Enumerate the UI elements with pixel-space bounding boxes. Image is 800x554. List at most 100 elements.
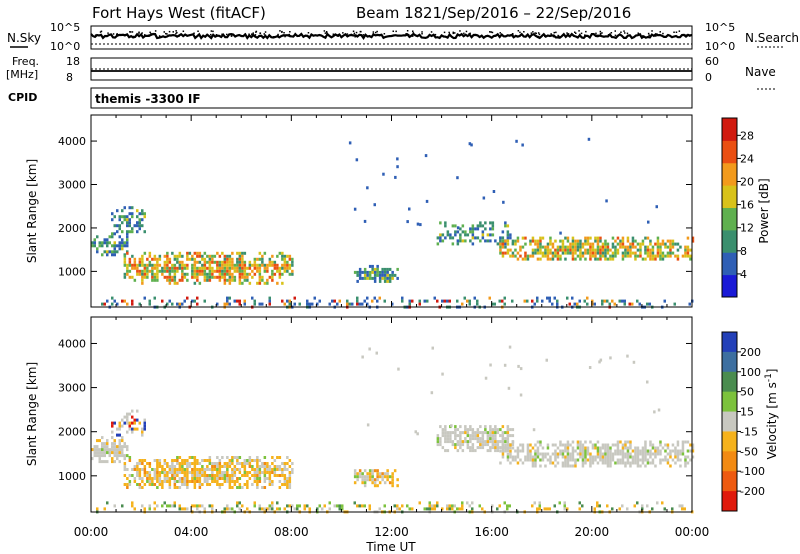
heatmap-cell (123, 474, 127, 477)
heatmap-cell (141, 224, 144, 228)
heatmap-cell (136, 266, 139, 270)
heatmap-cell (446, 440, 450, 444)
heatmap-cell (499, 242, 502, 246)
heatmap-cell (176, 468, 179, 471)
nsearch-point (323, 30, 326, 32)
heatmap-cell (283, 302, 286, 306)
heatmap-cell (128, 483, 132, 486)
heatmap-cell (216, 266, 219, 270)
heatmap-cell (664, 458, 667, 462)
heatmap-cell (243, 459, 247, 462)
heatmap-cell (471, 437, 475, 441)
nsearch-point (412, 32, 415, 34)
heatmap-cell (118, 247, 121, 251)
heatmap-cell (121, 244, 124, 248)
heatmap-cell (178, 486, 182, 489)
heatmap-cell (338, 504, 341, 508)
heatmap-cell (228, 278, 232, 282)
heatmap-cell (414, 430, 417, 434)
heatmap-cell (218, 269, 222, 273)
heatmap-cell (201, 471, 204, 474)
nsearch-point (254, 34, 257, 36)
heatmap-cell (636, 254, 640, 258)
heatmap-cell (158, 477, 162, 480)
heatmap-cell (584, 461, 587, 465)
heatmap-cell (646, 251, 650, 255)
heatmap-cell (459, 440, 462, 444)
heatmap-cell (136, 483, 139, 486)
heatmap-cell (629, 245, 632, 249)
heatmap-cell (499, 428, 502, 432)
heatmap-cell (373, 267, 377, 271)
heatmap-cell (661, 251, 665, 255)
heatmap-cell (621, 239, 625, 243)
heatmap-cell (646, 461, 650, 465)
heatmap-cell (126, 232, 129, 236)
heatmap-cell (378, 472, 382, 476)
heatmap-cell (173, 465, 177, 468)
heatmap-cell (551, 461, 555, 465)
heatmap-cell (471, 224, 475, 228)
heatmap-cell (96, 235, 99, 239)
heatmap-cell (494, 431, 497, 435)
heatmap-cell (684, 464, 687, 468)
heatmap-cell (241, 275, 244, 279)
heatmap-cell (531, 458, 535, 462)
heatmap-cell (136, 272, 139, 276)
heatmap-cell (123, 457, 126, 461)
heatmap-cell (564, 236, 567, 240)
heatmap-cell (386, 267, 389, 271)
y-tick-label: 2000 (58, 426, 86, 439)
heatmap-cell (631, 455, 635, 459)
heatmap-cell (163, 468, 167, 471)
heatmap-cell (619, 458, 622, 462)
heatmap-cell (286, 483, 289, 486)
heatmap-cell (584, 239, 587, 243)
heatmap-cell (186, 462, 189, 465)
heatmap-cell (226, 254, 229, 258)
heatmap-cell (376, 264, 379, 268)
heatmap-cell (556, 248, 560, 252)
nsearch-point (383, 33, 386, 35)
heatmap-cell (278, 480, 282, 483)
heatmap-cell (121, 221, 124, 225)
heatmap-cell (401, 504, 404, 508)
heatmap-cell (559, 245, 562, 249)
heatmap-cell (131, 421, 134, 425)
heatmap-cell (444, 431, 447, 435)
heatmap-cell (118, 439, 121, 443)
heatmap-cell (288, 480, 292, 483)
heatmap-cell (363, 270, 367, 274)
heatmap-cell (504, 251, 507, 255)
heatmap-cell (176, 260, 179, 264)
heatmap-cell (489, 227, 492, 231)
heatmap-cell (156, 272, 159, 276)
heatmap-cell (141, 260, 144, 264)
heatmap-cell (461, 507, 464, 511)
heatmap-cell (616, 452, 620, 456)
heatmap-cell (361, 276, 364, 280)
heatmap-cell (176, 486, 179, 489)
heatmap-cell (476, 236, 480, 240)
heatmap-cell (276, 254, 279, 258)
heatmap-cell (153, 275, 157, 279)
heatmap-cell (141, 486, 144, 489)
heatmap-cell (561, 449, 565, 453)
heatmap-cell (491, 434, 495, 438)
nsearch-point (355, 31, 358, 34)
heatmap-cell (428, 501, 431, 505)
heatmap-cell (464, 437, 467, 441)
heatmap-cell (536, 507, 539, 511)
nsearch-point (193, 32, 195, 34)
heatmap-cell (604, 239, 607, 243)
heatmap-cell (539, 251, 542, 255)
heatmap-cell (238, 477, 242, 480)
heatmap-cell (679, 452, 682, 456)
heatmap-cell (691, 455, 695, 459)
heatmap-cell (606, 449, 610, 453)
nsearch-point (666, 35, 669, 37)
heatmap-cell (644, 236, 647, 240)
heatmap-cell (491, 446, 495, 450)
nsearch-point (544, 35, 546, 38)
